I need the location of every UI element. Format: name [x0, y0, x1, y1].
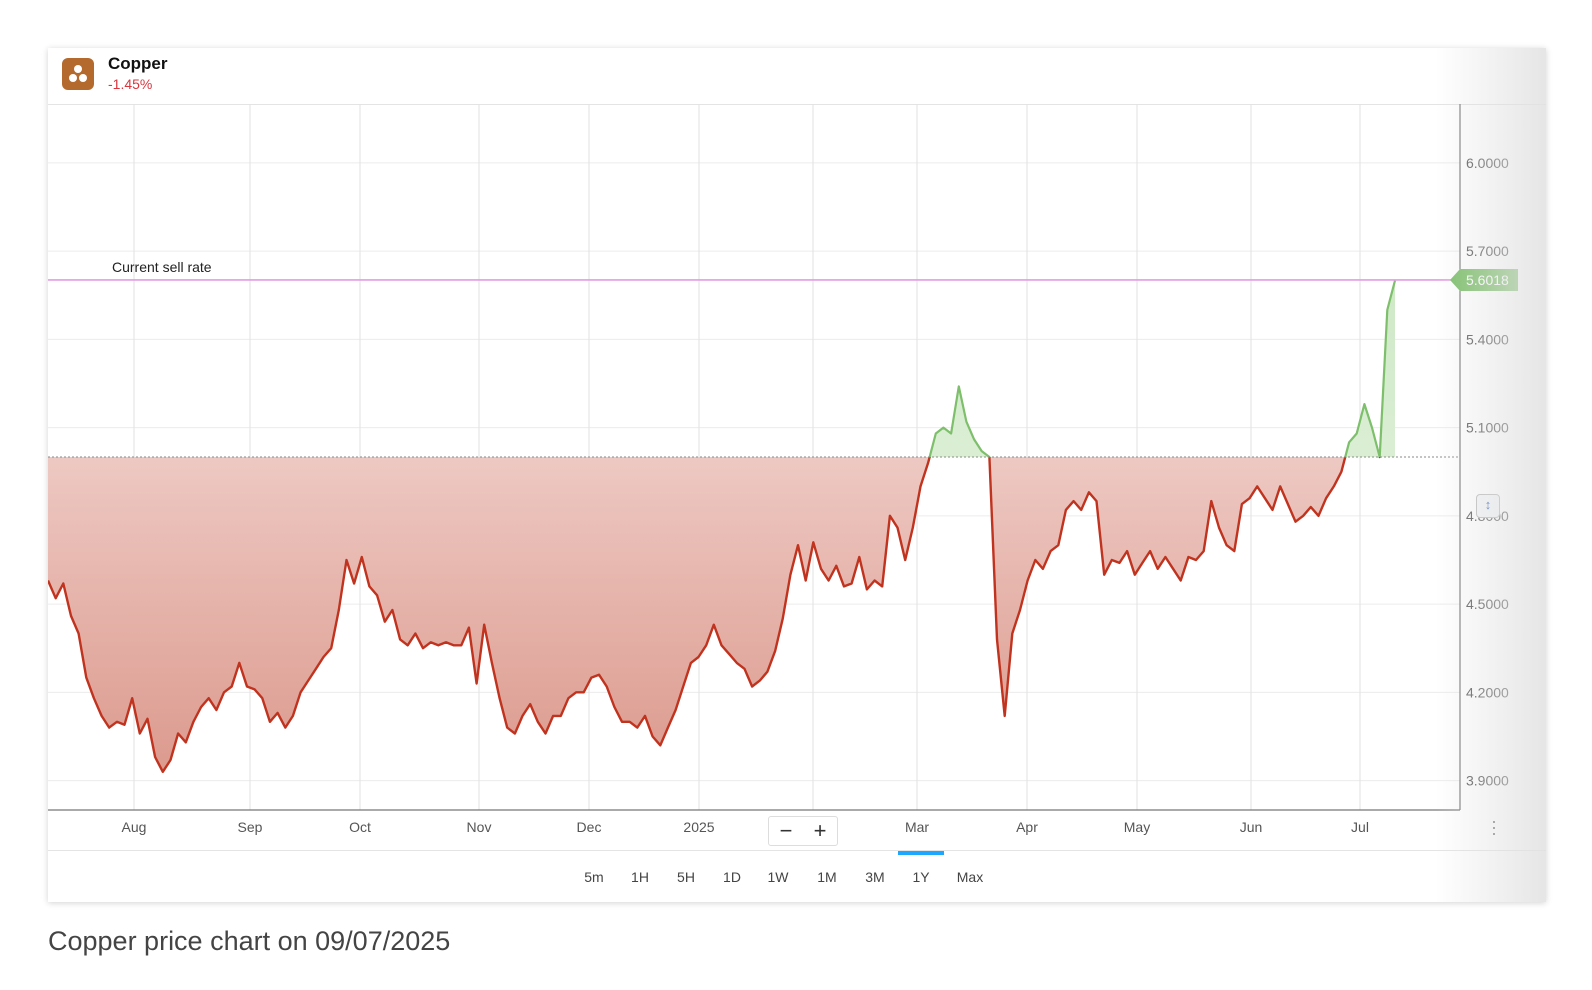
range-button-3m[interactable]: 3M: [865, 869, 885, 885]
range-button-5m[interactable]: 5m: [584, 869, 604, 885]
y-tick-label: 5.1000: [1466, 420, 1509, 436]
drag-arrows-icon: ↕: [1484, 497, 1492, 512]
range-button-1w[interactable]: 1W: [767, 869, 789, 885]
y-tick-label: 5.7000: [1466, 243, 1509, 259]
chart-caption: Copper price chart on 09/07/2025: [48, 926, 451, 956]
x-tick-label: Jun: [1240, 819, 1263, 835]
y-tick-label: 3.9000: [1466, 773, 1509, 789]
x-tick-label: Apr: [1016, 819, 1038, 835]
baseline-drag-handle[interactable]: ↕: [1476, 494, 1500, 518]
more-options-icon[interactable]: · · ·: [1491, 811, 1497, 843]
y-tick-label: 4.2000: [1466, 684, 1509, 700]
instrument-title: Copper: [108, 54, 168, 73]
chart-card: Copper -1.45% 6.0000 5.7000 5.4000 5.1000 4.…: [48, 48, 1546, 902]
price-line-down: [48, 457, 1381, 773]
x-tick-label: May: [1124, 819, 1150, 835]
x-tick-label: Jul: [1351, 819, 1369, 835]
area-below-baseline: [48, 457, 1395, 772]
price-change: -1.45%: [108, 76, 153, 92]
x-tick-label: 2025: [683, 819, 714, 835]
y-tick-label: 4.5000: [1466, 596, 1509, 612]
zoom-out-button[interactable]: −: [779, 818, 793, 843]
active-range-indicator: [898, 851, 944, 855]
copper-logo-icon: [62, 58, 94, 90]
range-button-1d[interactable]: 1D: [723, 869, 741, 885]
x-tick-label: Dec: [577, 819, 602, 835]
x-tick-label: Aug: [122, 819, 147, 835]
sell-rate-label: Current sell rate: [112, 259, 212, 275]
time-range-selector: 5m 1H 5H 1D 1W 1M 3M 1Y Max: [48, 850, 1546, 903]
x-tick-label: Nov: [467, 819, 492, 835]
chart-header: Copper -1.45%: [48, 48, 1546, 105]
x-tick-label: Mar: [905, 819, 929, 835]
sell-rate-value: 5.6018: [1466, 272, 1509, 288]
y-tick-label: 6.0000: [1466, 155, 1509, 171]
zoom-controls: − +: [768, 816, 838, 846]
range-button-1y[interactable]: 1Y: [912, 869, 930, 885]
range-button-5h[interactable]: 5H: [677, 869, 695, 885]
zoom-in-button[interactable]: +: [813, 818, 827, 843]
y-tick-label: 5.4000: [1466, 331, 1509, 347]
price-chart[interactable]: 6.00005.70005.40005.10004.80004.50004.20…: [48, 48, 1546, 850]
range-button-1m[interactable]: 1M: [817, 869, 837, 885]
range-button-1h[interactable]: 1H: [631, 869, 649, 885]
x-tick-label: Oct: [349, 819, 371, 835]
x-tick-label: Sep: [238, 819, 263, 835]
range-button-max[interactable]: Max: [956, 869, 984, 885]
